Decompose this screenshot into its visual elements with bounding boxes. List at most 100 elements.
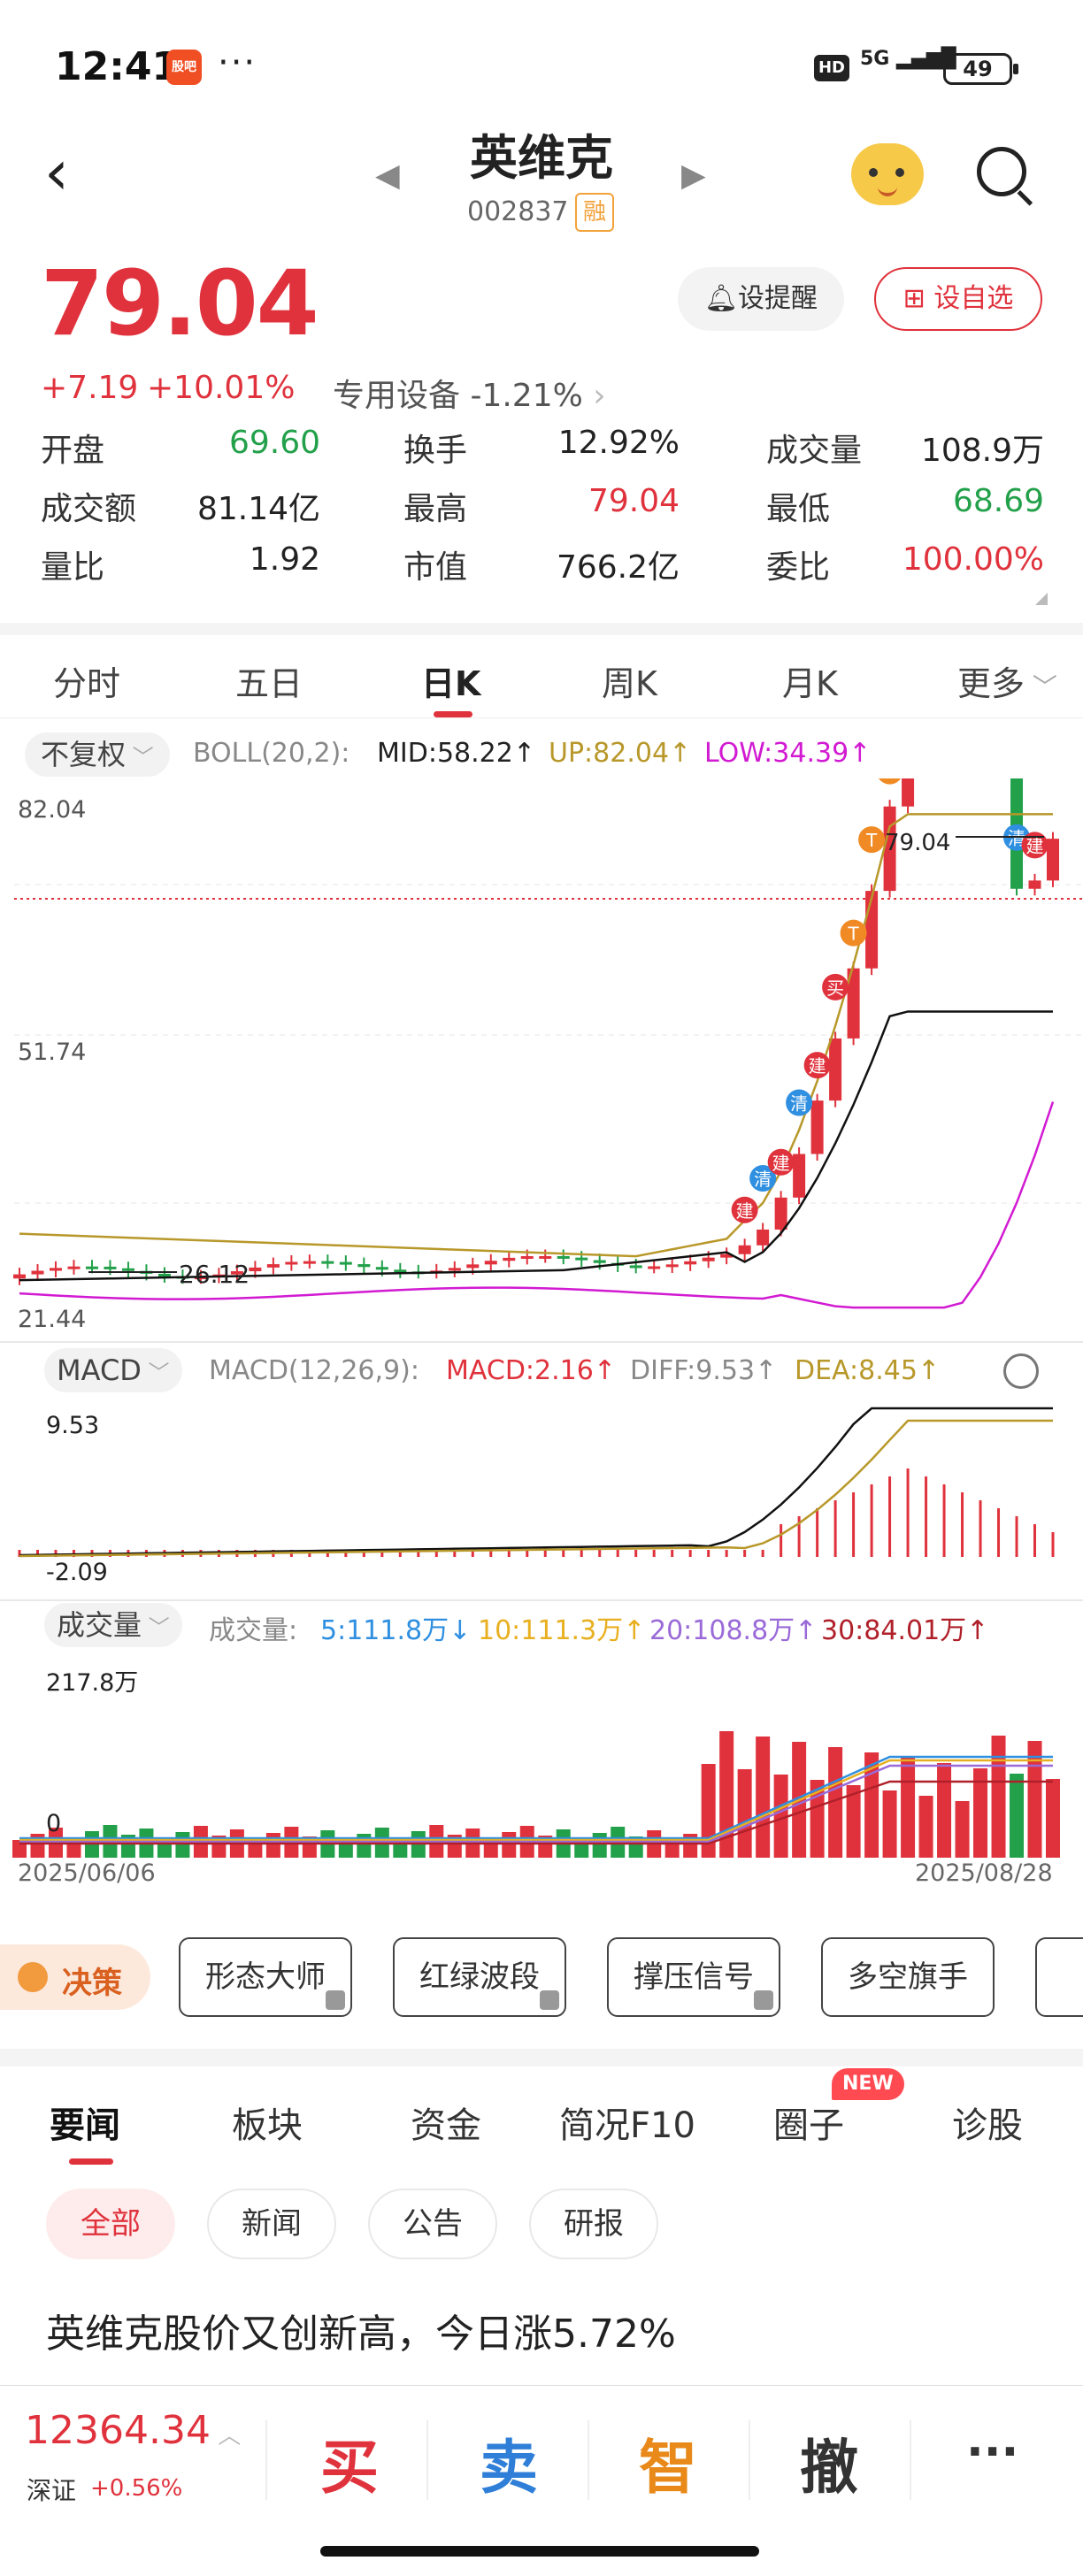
news-headline[interactable]: 英维克股价又创新高，今日涨5.72% <box>46 2312 676 2357</box>
candle <box>539 1255 552 1259</box>
candle <box>575 1257 588 1261</box>
stat-value: 12.92% <box>557 425 680 461</box>
expand-corner-icon[interactable] <box>1035 593 1048 605</box>
filter-all[interactable]: 全部 <box>46 2189 175 2259</box>
tab-weekly-k[interactable]: 周K <box>602 664 657 703</box>
settings-icon[interactable] <box>1003 1353 1039 1389</box>
divider <box>0 1599 1083 1601</box>
tool-long-short-flag[interactable]: 多空旗手 <box>821 1937 995 2017</box>
sell-button[interactable]: 卖 <box>480 2434 538 2502</box>
candle <box>503 1257 516 1261</box>
price-change: +7.19 <box>41 370 139 406</box>
status-time: 12:41 <box>55 44 180 89</box>
cancel-order-button[interactable]: 撤 <box>800 2434 858 2502</box>
adjust-selector[interactable]: 不复权 ﹀ <box>25 732 170 777</box>
news-tab-circle[interactable]: 圈子 <box>773 2105 844 2146</box>
stock-code: 002837 <box>467 196 569 227</box>
tool-pattern-master[interactable]: 形态大师 <box>179 1937 352 2017</box>
candle <box>738 1245 751 1254</box>
volume-bar <box>1046 1779 1060 1858</box>
signal-label: 清 <box>754 1169 772 1190</box>
candle <box>394 1269 407 1273</box>
candle <box>104 1266 117 1269</box>
candle <box>49 1268 62 1271</box>
smart-button[interactable]: 智 <box>639 2434 697 2502</box>
last-price: 79.04 <box>41 251 319 356</box>
hd-icon: HD <box>814 55 849 81</box>
volume-bar <box>756 1736 771 1858</box>
stat-label: 成交量 <box>766 433 863 469</box>
period-tabs: 分时 五日 日K 周K 月K 更多 ﹀ <box>0 637 1083 718</box>
candle <box>357 1264 371 1268</box>
candle <box>865 891 879 969</box>
tool-support-resistance[interactable]: 撑压信号 <box>607 1937 780 2017</box>
candle <box>85 1266 98 1269</box>
set-alert-button[interactable]: 🔔︎设提醒 <box>678 267 844 331</box>
tool-more[interactable] <box>1035 1937 1083 2017</box>
macd-diff-line <box>19 1407 1053 1557</box>
news-tab-funds[interactable]: 资金 <box>411 2105 481 2146</box>
stat-value: 68.69 <box>952 483 1044 519</box>
candle <box>720 1254 734 1258</box>
stat-label: 开盘 <box>41 433 105 469</box>
signal-label: T <box>847 924 859 945</box>
filter-announcement[interactable]: 公告 <box>368 2189 497 2259</box>
candle <box>520 1256 534 1260</box>
vol-ma20-line <box>19 1764 1053 1844</box>
buy-button[interactable]: 买 <box>320 2434 379 2502</box>
next-stock-icon[interactable]: ▶ <box>681 157 706 194</box>
stock-chart[interactable]: 建清建清建买TTTTT买卖T卖清建 <box>0 778 1083 1902</box>
index-name: 深证 <box>27 2476 77 2505</box>
candle <box>157 1273 171 1276</box>
filter-research[interactable]: 研报 <box>529 2189 658 2259</box>
boll-low: LOW:34.39↑ <box>704 738 872 769</box>
signal-marker <box>749 1164 777 1192</box>
boll-mid-line <box>19 1010 1053 1282</box>
signal-marker <box>822 973 849 1000</box>
news-tab-diagnose[interactable]: 诊股 <box>952 2105 1023 2146</box>
chevron-down-icon: ﹀ <box>141 1361 170 1385</box>
tab-monthly-k[interactable]: 月K <box>782 664 838 703</box>
lock-icon <box>326 1990 345 2010</box>
news-tab-sector[interactable]: 板块 <box>232 2105 303 2146</box>
lock-icon <box>754 1990 773 2010</box>
stat-label: 换手 <box>403 433 468 469</box>
macd-value: MACD:2.16↑ <box>446 1355 616 1386</box>
tab-five-day[interactable]: 五日 <box>235 664 303 703</box>
stat-value: 100.00% <box>902 541 1044 578</box>
macd-selector[interactable]: MACD ﹀ <box>44 1348 182 1392</box>
macd-diff: DIFF:9.53↑ <box>630 1355 778 1386</box>
add-watchlist-button[interactable]: ⊞ 设自选 <box>874 267 1042 331</box>
stat-label: 成交额 <box>41 491 137 527</box>
prev-stock-icon[interactable]: ◀ <box>375 157 400 194</box>
stat-label: 市值 <box>403 549 468 586</box>
candle <box>847 968 860 1039</box>
search-icon[interactable] <box>977 147 1026 196</box>
tab-daily-k[interactable]: 日K <box>421 664 481 703</box>
candle <box>466 1264 480 1269</box>
signal-label: 建 <box>736 1200 754 1222</box>
vol-ma30-line <box>19 1780 1053 1845</box>
chevron-down-icon: ﹀ <box>142 1615 170 1640</box>
high-marker: 79.04 <box>885 830 951 856</box>
tab-intraday[interactable]: 分时 <box>53 664 121 703</box>
more-menu-icon[interactable]: ··· <box>966 2426 1019 2479</box>
decision-button[interactable]: 决策 <box>0 1944 150 2010</box>
candle <box>31 1270 44 1275</box>
sector-link[interactable]: 专用设备 -1.21% › <box>333 378 606 414</box>
stat-value: 81.14亿 <box>196 491 320 527</box>
volume-selector[interactable]: 成交量 ﹀ <box>44 1603 182 1647</box>
plus-icon: ⊞ <box>902 283 934 314</box>
candle <box>303 1261 316 1264</box>
back-icon[interactable]: ‹ <box>44 136 69 209</box>
boll-low-line <box>19 1101 1055 1309</box>
tab-more[interactable]: 更多 ﹀ <box>957 664 1057 703</box>
index-value[interactable]: 12364.34 ︿ <box>25 2408 242 2453</box>
mascot-icon[interactable] <box>851 143 924 205</box>
date-start: 2025/06/06 <box>18 1859 156 1887</box>
filter-news[interactable]: 新闻 <box>207 2189 336 2259</box>
tool-red-green-band[interactable]: 红绿波段 <box>393 1937 566 2017</box>
volume-bar <box>846 1785 861 1858</box>
news-tab-f10[interactable]: 简况F10 <box>559 2105 695 2146</box>
news-tab-headlines[interactable]: 要闻 <box>50 2105 120 2146</box>
